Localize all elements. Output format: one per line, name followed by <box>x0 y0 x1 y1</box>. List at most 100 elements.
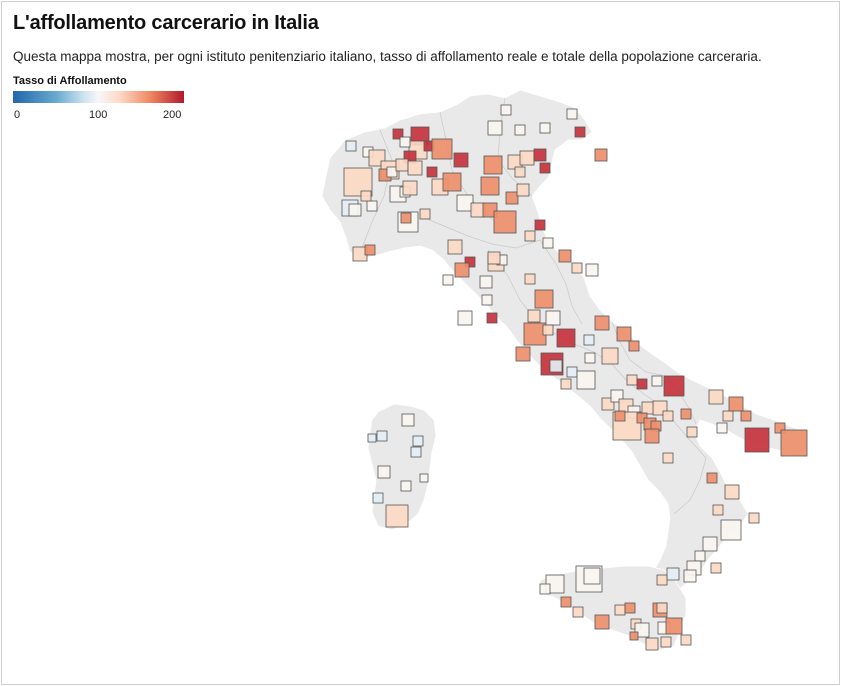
prison-marker[interactable] <box>500 104 512 116</box>
prison-marker[interactable] <box>636 378 648 390</box>
prison-marker[interactable] <box>584 352 596 364</box>
prison-marker[interactable] <box>665 617 683 635</box>
prison-marker[interactable] <box>392 128 404 140</box>
prison-marker[interactable] <box>644 428 660 444</box>
prison-marker[interactable] <box>566 108 578 120</box>
prison-marker[interactable] <box>399 136 411 148</box>
prison-marker[interactable] <box>419 208 431 220</box>
prison-marker[interactable] <box>744 427 770 453</box>
prison-marker[interactable] <box>549 359 563 373</box>
prison-marker[interactable] <box>666 567 680 581</box>
prison-marker[interactable] <box>348 203 362 217</box>
prison-marker[interactable] <box>519 150 535 166</box>
prison-marker[interactable] <box>367 433 377 443</box>
prison-marker[interactable] <box>634 622 650 638</box>
prison-marker[interactable] <box>464 256 476 268</box>
prison-marker[interactable] <box>686 426 698 438</box>
prison-marker[interactable] <box>780 429 808 457</box>
prison-marker[interactable] <box>558 249 572 263</box>
prison-marker[interactable] <box>514 166 526 178</box>
prison-marker[interactable] <box>716 422 728 434</box>
prison-marker[interactable] <box>345 140 357 152</box>
prison-marker[interactable] <box>542 324 554 336</box>
prison-marker[interactable] <box>442 172 462 192</box>
prison-marker[interactable] <box>656 602 668 614</box>
prison-marker[interactable] <box>645 637 659 651</box>
prison-marker[interactable] <box>447 239 463 255</box>
prison-marker[interactable] <box>680 634 692 646</box>
prison-marker[interactable] <box>662 452 674 464</box>
prison-marker[interactable] <box>364 244 376 256</box>
prison-marker[interactable] <box>377 465 391 479</box>
prison-marker[interactable] <box>386 166 398 178</box>
prison-marker[interactable] <box>710 562 722 574</box>
prison-marker[interactable] <box>486 312 498 324</box>
prison-marker[interactable] <box>574 126 586 138</box>
prison-marker[interactable] <box>515 346 531 362</box>
prison-marker[interactable] <box>539 122 551 134</box>
prison-marker[interactable] <box>524 273 536 285</box>
prison-marker[interactable] <box>426 166 438 178</box>
prison-marker[interactable] <box>539 162 551 174</box>
prison-marker[interactable] <box>410 446 422 458</box>
prison-marker[interactable] <box>372 492 384 504</box>
prison-marker[interactable] <box>482 202 498 218</box>
prison-marker[interactable] <box>683 569 697 583</box>
prison-marker[interactable] <box>694 550 706 562</box>
prison-marker[interactable] <box>566 366 578 378</box>
prison-marker[interactable] <box>556 328 576 348</box>
prison-marker[interactable] <box>560 596 572 608</box>
prison-marker[interactable] <box>493 210 517 234</box>
prison-marker[interactable] <box>401 413 415 427</box>
prison-marker[interactable] <box>740 410 752 422</box>
prison-marker[interactable] <box>583 334 595 346</box>
prison-marker[interactable] <box>680 408 692 420</box>
prison-marker[interactable] <box>708 389 724 405</box>
prison-marker[interactable] <box>663 375 685 397</box>
prison-marker[interactable] <box>514 124 526 136</box>
prison-marker[interactable] <box>407 160 423 176</box>
prison-marker[interactable] <box>533 148 547 162</box>
prison-marker[interactable] <box>527 309 541 323</box>
prison-marker[interactable] <box>594 614 610 630</box>
prison-marker[interactable] <box>614 604 626 616</box>
prison-marker[interactable] <box>720 519 742 541</box>
prison-marker[interactable] <box>774 422 786 434</box>
prison-marker[interactable] <box>583 567 601 585</box>
prison-marker[interactable] <box>400 480 412 492</box>
prison-marker[interactable] <box>576 370 596 390</box>
prison-marker[interactable] <box>366 200 378 212</box>
prison-marker[interactable] <box>480 176 500 196</box>
prison-marker[interactable] <box>402 180 418 196</box>
prison-marker[interactable] <box>722 410 734 422</box>
prison-marker[interactable] <box>728 396 744 412</box>
prison-marker[interactable] <box>524 230 536 242</box>
prison-marker[interactable] <box>360 190 372 202</box>
prison-marker[interactable] <box>594 148 608 162</box>
prison-marker[interactable] <box>601 347 619 365</box>
prison-marker[interactable] <box>724 484 740 500</box>
prison-marker[interactable] <box>454 262 470 278</box>
prison-marker[interactable] <box>442 274 454 286</box>
prison-marker[interactable] <box>748 512 760 524</box>
prison-marker[interactable] <box>395 158 409 172</box>
prison-marker[interactable] <box>483 155 503 175</box>
prison-marker[interactable] <box>594 315 610 331</box>
prison-marker[interactable] <box>516 183 530 197</box>
prison-marker[interactable] <box>706 472 718 484</box>
prison-marker[interactable] <box>572 606 584 618</box>
prison-marker[interactable] <box>614 410 626 422</box>
prison-marker[interactable] <box>431 138 453 160</box>
prison-marker[interactable] <box>453 152 469 168</box>
prison-marker[interactable] <box>662 410 674 422</box>
prison-marker[interactable] <box>534 219 546 231</box>
prison-marker[interactable] <box>560 378 572 390</box>
prison-marker[interactable] <box>534 289 554 309</box>
prison-marker[interactable] <box>385 504 409 528</box>
prison-marker[interactable] <box>656 574 668 586</box>
prison-marker[interactable] <box>457 310 473 326</box>
prison-marker[interactable] <box>545 310 561 326</box>
prison-marker[interactable] <box>641 401 655 415</box>
prison-marker[interactable] <box>539 583 551 595</box>
